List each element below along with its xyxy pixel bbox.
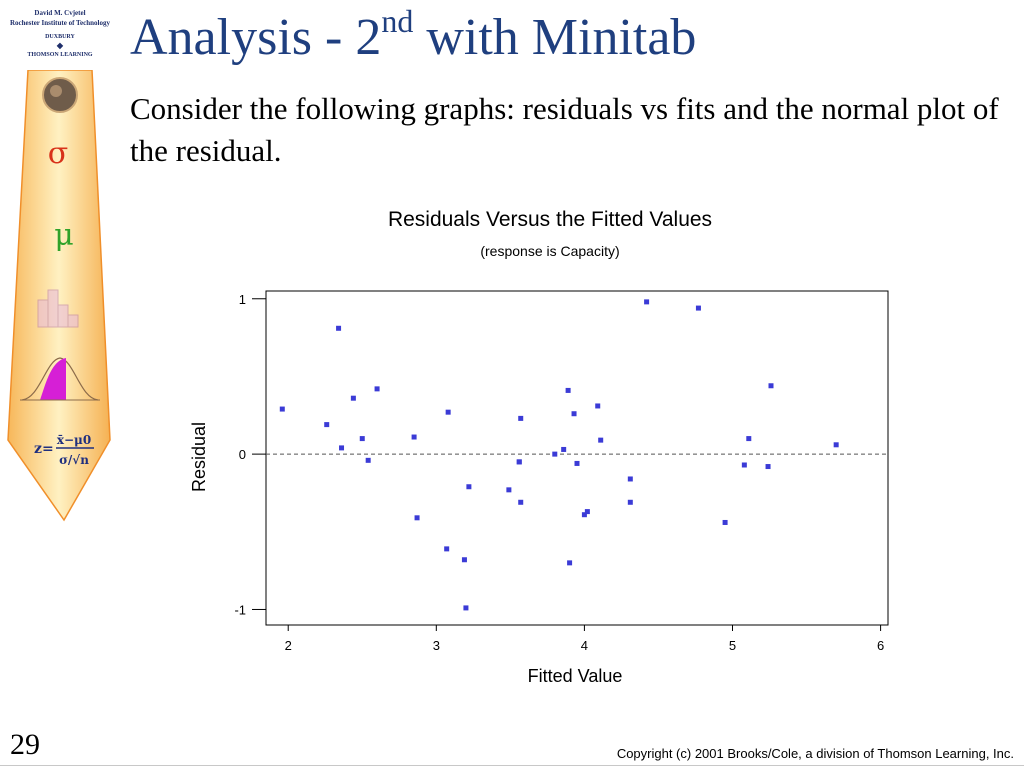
data-point (350, 395, 356, 401)
title-superscript: nd (381, 3, 414, 39)
data-point (768, 383, 774, 389)
data-point (374, 386, 380, 392)
x-tick-label: 3 (433, 638, 440, 653)
sidebar: David M. Cvjetel Rochester Institute of … (0, 0, 120, 768)
y-tick-label: 0 (239, 447, 246, 462)
x-tick-label: 2 (285, 638, 292, 653)
data-point (746, 436, 752, 442)
credit-publisher-2: THOMSON LEARNING (27, 52, 93, 58)
copyright-text: Copyright (c) 2001 Brooks/Cole, a divisi… (616, 746, 1014, 761)
residuals-chart: Residuals Versus the Fitted Values (resp… (189, 208, 889, 686)
title-end: with Minitab (413, 9, 697, 66)
data-point (561, 446, 567, 452)
data-point (741, 462, 747, 468)
credit-institution: Rochester Institute of Technology (9, 19, 110, 27)
data-point (627, 476, 633, 482)
data-point (765, 464, 771, 470)
data-point (695, 305, 701, 311)
data-point (581, 512, 587, 518)
data-point (567, 560, 573, 566)
globe-icon (42, 77, 78, 113)
data-point (359, 436, 365, 442)
data-point (461, 557, 467, 563)
data-point (584, 509, 590, 515)
histogram-icon (37, 289, 79, 328)
slide-subtitle: Consider the following graphs: residuals… (130, 91, 999, 168)
data-point (833, 442, 839, 448)
x-tick-label: 4 (581, 638, 588, 653)
slide-title: Analysis - 2nd with Minitab (130, 3, 697, 70)
plot-frame (265, 290, 889, 626)
data-point (466, 484, 472, 490)
data-point (565, 387, 571, 393)
formula-lhs: z= (34, 441, 54, 457)
y-tick-label: -1 (234, 602, 246, 617)
data-point (506, 487, 512, 493)
data-point (518, 415, 524, 421)
data-point (644, 299, 650, 305)
formula-numerator: x̄−μ0 (57, 433, 91, 447)
slide-number: 29 (10, 728, 40, 761)
y-tick-label: 1 (239, 292, 246, 307)
chart-subtitle: (response is Capacity) (480, 243, 619, 259)
x-tick-label: 5 (729, 638, 736, 653)
x-axis-label: Fitted Value (528, 666, 623, 686)
mu-symbol: μ (54, 218, 74, 253)
bottom-divider (0, 765, 1024, 766)
data-point (722, 519, 728, 525)
ticks-layer: 2 3 4 5 6 -1 0 1 (234, 292, 884, 653)
data-point (279, 406, 285, 412)
sigma-symbol: σ (48, 136, 68, 171)
data-point (574, 460, 580, 466)
z-formula: z= x̄−μ0 σ/√n (34, 433, 94, 467)
tie-shape (7, 70, 111, 522)
data-point (463, 605, 469, 611)
data-point (444, 546, 450, 552)
chart-title: Residuals Versus the Fitted Values (388, 208, 712, 231)
tie-graphic: σ μ z= x̄−μ0 σ/√n (7, 70, 111, 522)
y-axis-label: Residual (189, 422, 209, 492)
data-point (518, 499, 524, 505)
data-point (595, 403, 601, 409)
data-point (516, 459, 522, 465)
data-point (552, 451, 558, 457)
formula-denominator: σ/√n (59, 453, 89, 467)
data-point (411, 434, 417, 440)
data-point (627, 499, 633, 505)
diamond-icon: ◆ (56, 41, 64, 50)
credit-author: David M. Cvjetel (34, 9, 86, 17)
data-point (336, 325, 342, 331)
data-point (571, 411, 577, 417)
data-point (414, 515, 420, 521)
data-point (339, 445, 345, 451)
points-layer (279, 299, 839, 611)
title-main: Analysis - 2 (130, 9, 382, 66)
credit-publisher: DUXBURY (45, 34, 75, 40)
data-point (598, 437, 604, 443)
data-point (445, 409, 451, 415)
x-tick-label: 6 (877, 638, 884, 653)
data-point (365, 457, 371, 463)
data-point (324, 422, 330, 428)
sidebar-credits: David M. Cvjetel Rochester Institute of … (2, 8, 118, 60)
normal-curve-icon (20, 357, 100, 401)
